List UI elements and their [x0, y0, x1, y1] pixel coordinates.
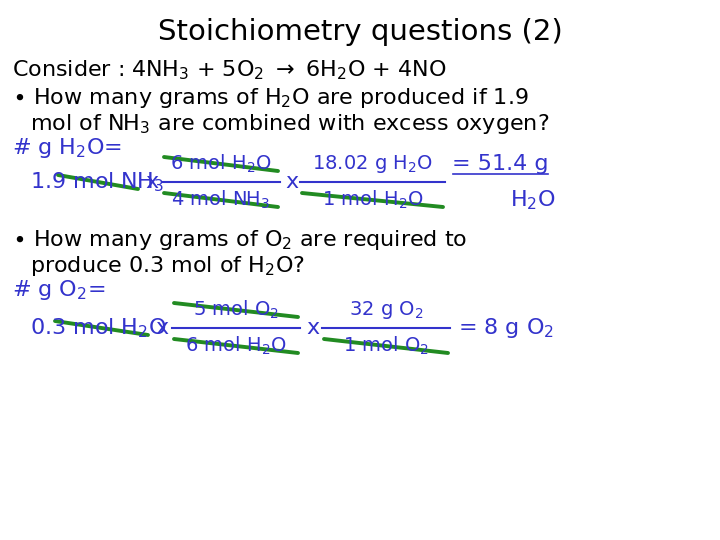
Text: 6 mol H$_2$O: 6 mol H$_2$O [170, 153, 271, 175]
Text: # g H$_2$O=: # g H$_2$O= [12, 136, 122, 160]
Text: H$_2$O: H$_2$O [510, 188, 556, 212]
Text: 1 mol H$_2$O: 1 mol H$_2$O [322, 189, 423, 211]
Text: 1.9 mol NH$_3$: 1.9 mol NH$_3$ [30, 170, 164, 194]
Text: 0.3 mol H$_2$O: 0.3 mol H$_2$O [30, 316, 167, 340]
Text: produce 0.3 mol of H$_2$O?: produce 0.3 mol of H$_2$O? [30, 254, 305, 278]
Text: Consider : 4NH$_3$ + 5O$_2$ $\rightarrow$ 6H$_2$O + 4NO: Consider : 4NH$_3$ + 5O$_2$ $\rightarrow… [12, 58, 446, 82]
Text: # g O$_2$=: # g O$_2$= [12, 278, 105, 302]
Text: 4 mol NH$_3$: 4 mol NH$_3$ [171, 189, 271, 211]
Text: 1 mol O$_2$: 1 mol O$_2$ [343, 335, 429, 357]
Text: x: x [155, 318, 168, 338]
Text: 18.02 g H$_2$O: 18.02 g H$_2$O [312, 153, 433, 175]
Text: $\bullet$ How many grams of O$_2$ are required to: $\bullet$ How many grams of O$_2$ are re… [12, 228, 467, 252]
Text: x: x [306, 318, 319, 338]
Text: = 8 g O$_2$: = 8 g O$_2$ [458, 316, 554, 340]
Text: mol of NH$_3$ are combined with excess oxygen?: mol of NH$_3$ are combined with excess o… [30, 112, 549, 136]
Text: = 51.4 g: = 51.4 g [452, 154, 549, 174]
Text: x: x [285, 172, 298, 192]
Text: 5 mol O$_2$: 5 mol O$_2$ [193, 299, 279, 321]
Text: x: x [145, 172, 158, 192]
Text: Stoichiometry questions (2): Stoichiometry questions (2) [158, 18, 562, 46]
Text: 6 mol H$_2$O: 6 mol H$_2$O [185, 335, 287, 357]
Text: $\bullet$ How many grams of H$_2$O are produced if 1.9: $\bullet$ How many grams of H$_2$O are p… [12, 86, 528, 110]
Text: 32 g O$_2$: 32 g O$_2$ [348, 299, 423, 321]
